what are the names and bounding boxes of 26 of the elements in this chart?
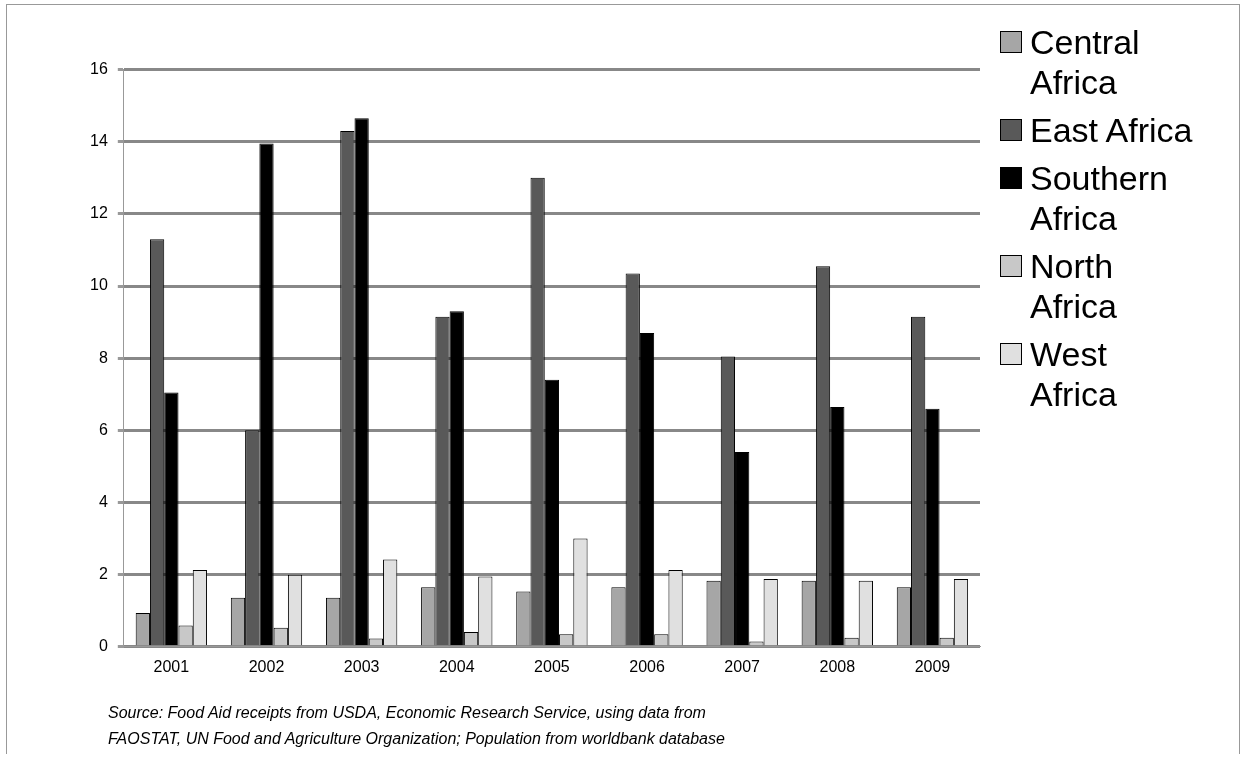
source-note: Source: Food Aid receipts from USDA, Economic Research Service, using data from FAOSTAT, UN Food and Agriculture Organization; Population from worldbank database bbox=[108, 703, 726, 749]
x-tick-label: 2007 bbox=[724, 657, 761, 675]
y-tick-label: 0 bbox=[98, 637, 108, 655]
legend-label: Southern Africa bbox=[1030, 158, 1169, 238]
legend-label: North Africa bbox=[1030, 246, 1118, 326]
legend-label: West Africa bbox=[1030, 334, 1118, 414]
y-tick-label: 14 bbox=[90, 132, 108, 150]
legend-label: Central Africa bbox=[1030, 22, 1141, 102]
bar bbox=[544, 379, 560, 646]
x-tick-label: 2003 bbox=[343, 657, 380, 675]
x-tick-label: 2005 bbox=[534, 657, 570, 675]
x-tick-label: 2004 bbox=[438, 657, 475, 675]
y-tick-label: 8 bbox=[98, 348, 108, 366]
x-tick-label: 2009 bbox=[914, 657, 951, 675]
y-tick-label: 6 bbox=[98, 420, 108, 438]
y-tick-label: 16 bbox=[90, 60, 108, 78]
x-tick-label: 2002 bbox=[248, 657, 285, 675]
x-tick-label: 2001 bbox=[153, 657, 190, 675]
x-tick-label: 2008 bbox=[819, 657, 856, 675]
x-tick-label: 2006 bbox=[629, 657, 665, 675]
legend-label: East Africa bbox=[1030, 110, 1193, 150]
y-tick-label: 12 bbox=[90, 204, 108, 222]
y-tick-label: 10 bbox=[90, 276, 108, 294]
y-tick-label: 2 bbox=[98, 565, 108, 583]
bar bbox=[639, 332, 655, 646]
y-tick-label: 4 bbox=[98, 492, 108, 510]
